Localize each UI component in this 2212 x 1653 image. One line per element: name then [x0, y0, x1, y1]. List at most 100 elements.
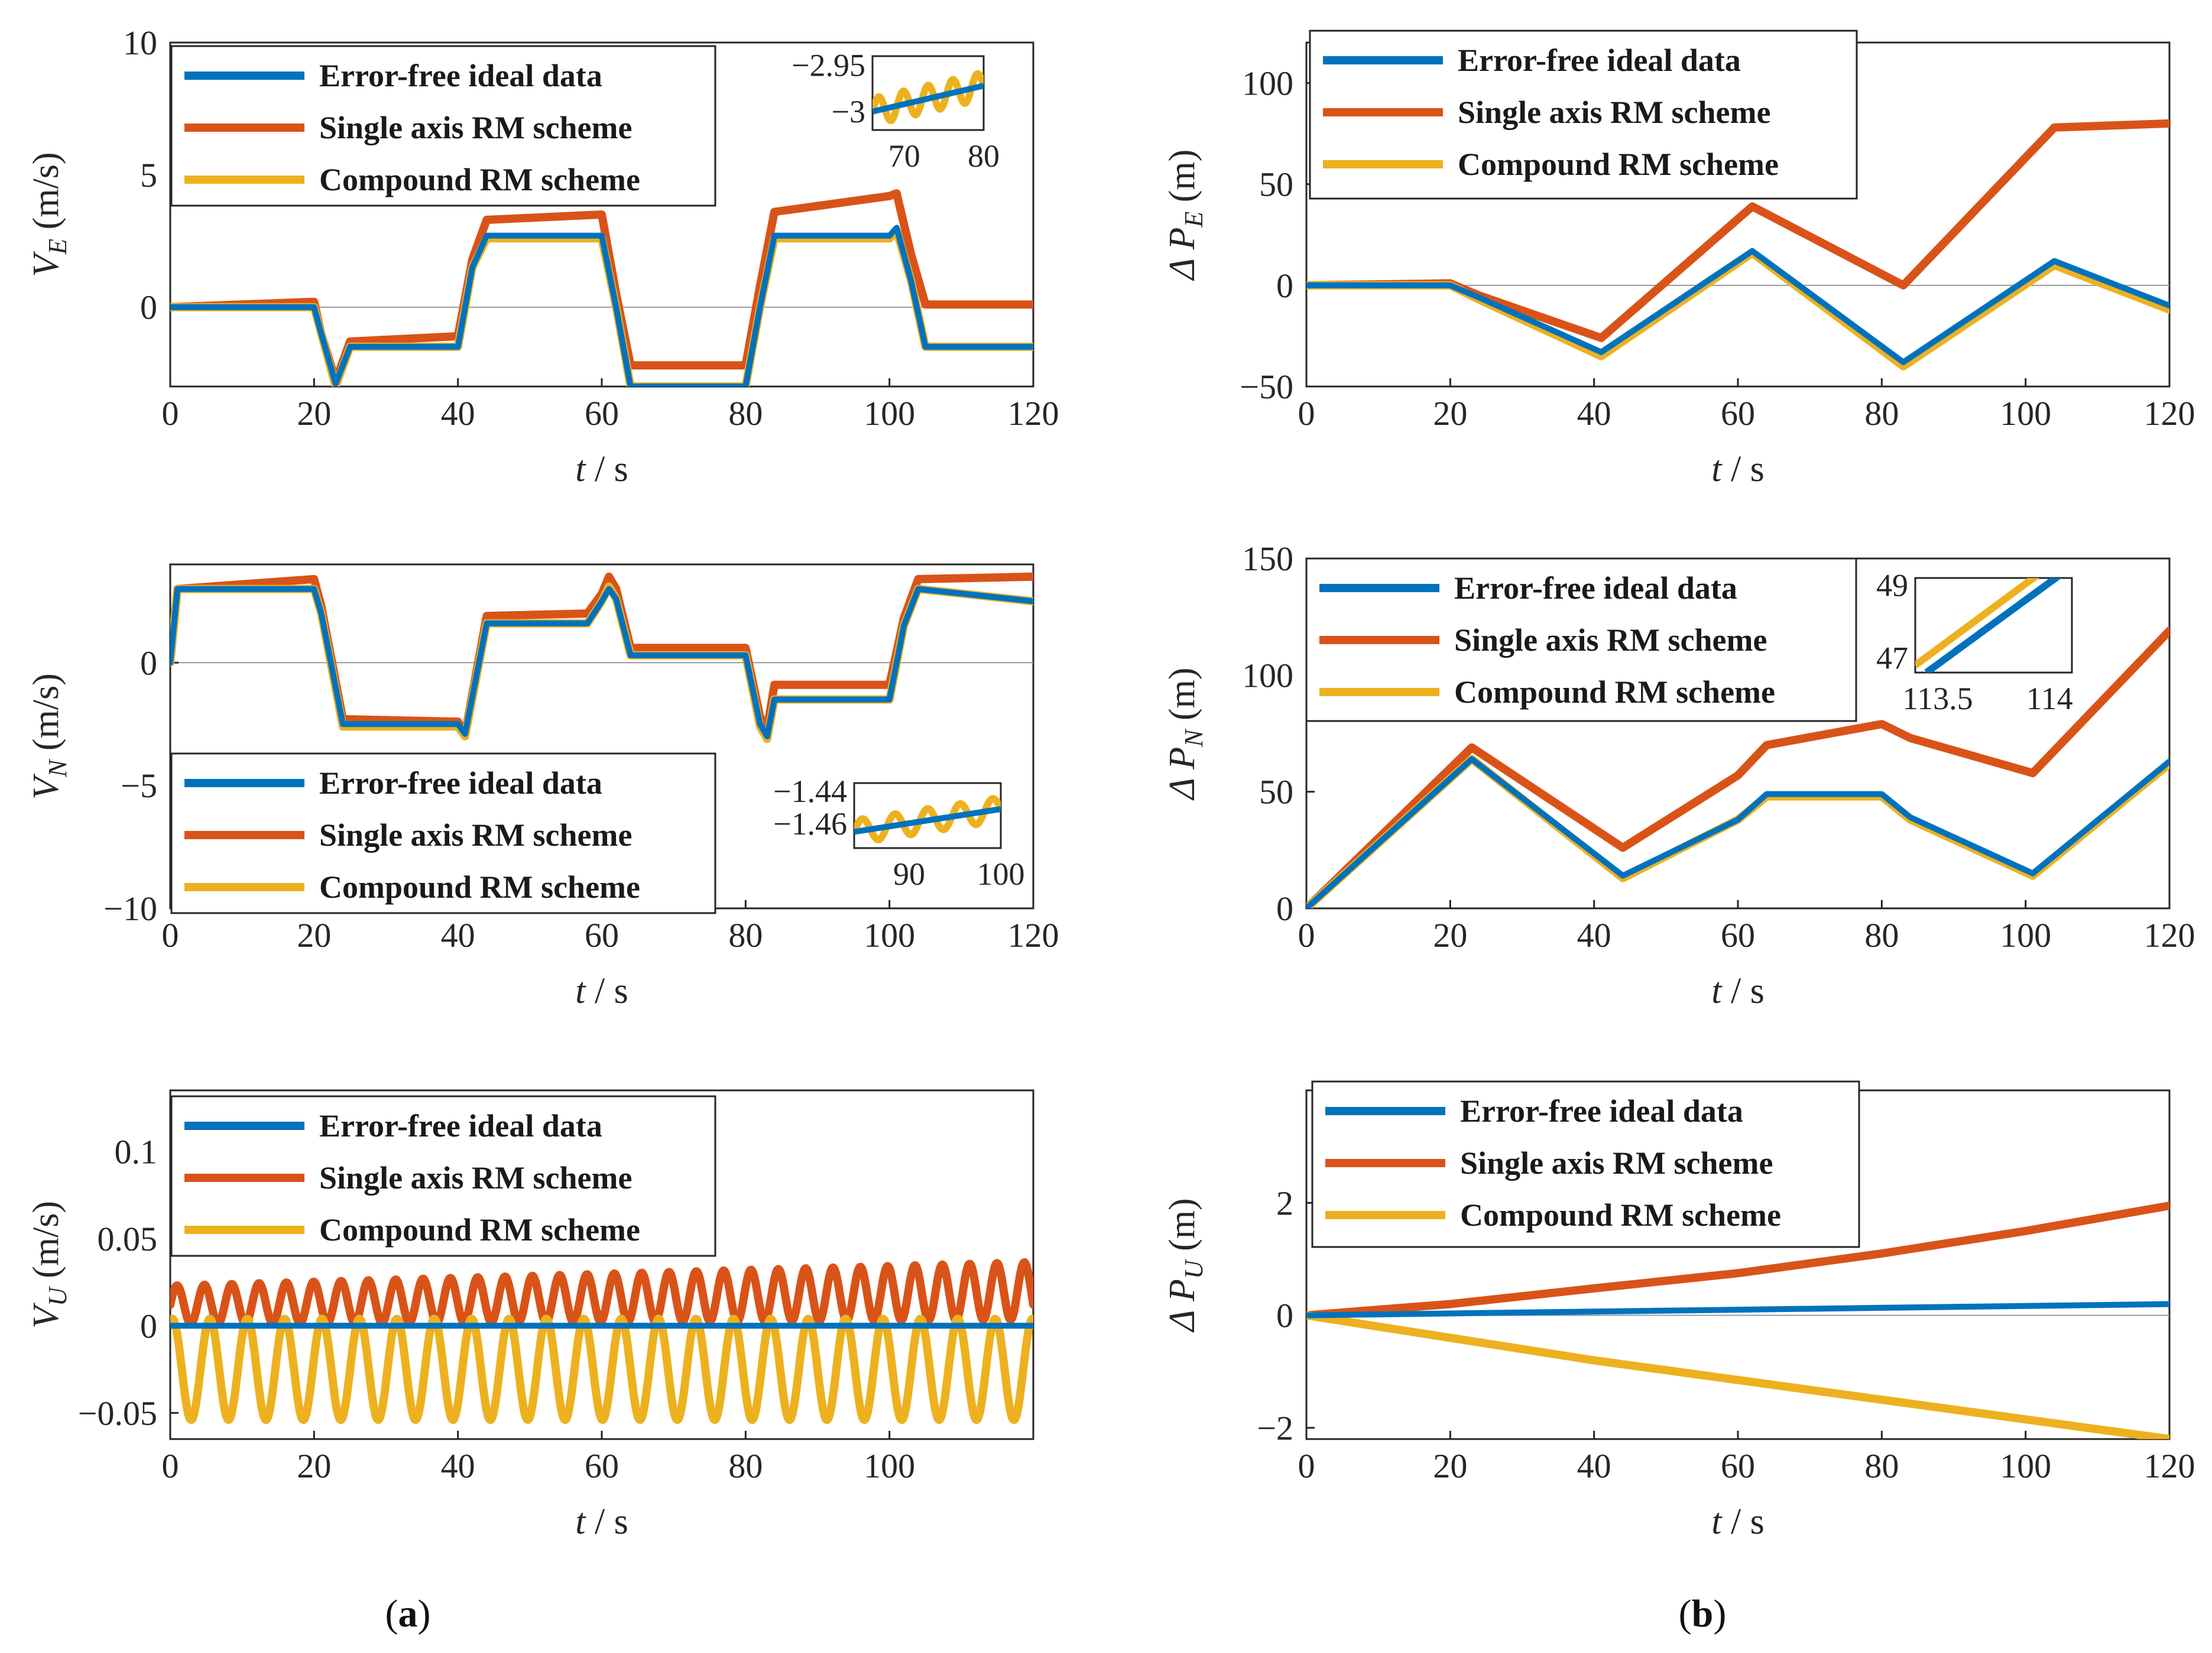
y-tick-label: 0 — [1276, 1297, 1293, 1335]
x-axis-label: t / s — [1711, 449, 1765, 489]
x-tick-label: 60 — [1721, 1447, 1755, 1485]
x-tick-label: 100 — [864, 394, 915, 433]
legend-label: Compound RM scheme — [1454, 674, 1775, 710]
y-axis-label: VN (m/s) — [26, 673, 72, 800]
y-tick-label: 0.1 — [115, 1132, 158, 1171]
x-tick-label: 100 — [2000, 1447, 2051, 1485]
x-tick-label: 20 — [1433, 1447, 1467, 1485]
inset-y-tick-label: −1.46 — [773, 806, 847, 842]
legend-label: Error-free ideal data — [1460, 1093, 1743, 1129]
legend-label: Compound RM scheme — [319, 162, 640, 197]
legend-label: Compound RM scheme — [319, 869, 640, 905]
y-tick-label: −2 — [1257, 1409, 1293, 1447]
y-axis-label: Δ PE (m) — [1162, 150, 1208, 282]
chart-VE: 0 20 40 60 80 100 120 0 5 10 t / s VE (m/s) Error-fr… — [26, 24, 1059, 489]
y-tick-label: −5 — [121, 767, 157, 805]
x-tick-label: 120 — [1008, 394, 1059, 433]
y-tick-label: 100 — [1242, 64, 1293, 102]
caption-a: (a) — [385, 1592, 431, 1635]
legend-label: Error-free ideal data — [1458, 43, 1741, 78]
inset-compound-line — [1915, 578, 2039, 668]
inset-x-tick-label: 113.5 — [1902, 681, 1973, 716]
legend-label: Single axis RM scheme — [319, 110, 632, 145]
x-tick-label: 20 — [297, 916, 331, 954]
inset-x-tick-label: 100 — [977, 856, 1025, 892]
compound-line — [170, 1314, 1033, 1424]
x-tick-label: 100 — [864, 1447, 915, 1485]
chart-VN: 0 20 40 60 80 100 120 −10 −5 0 t / s VN (m/s) Error-… — [26, 563, 1059, 1011]
x-tick-label: 40 — [1577, 394, 1611, 433]
y-tick-label: 10 — [123, 24, 157, 62]
x-tick-label: 20 — [1433, 916, 1467, 954]
single-axis-line — [170, 1258, 1033, 1328]
legend-label: Compound RM scheme — [1458, 147, 1779, 182]
single-axis-line — [1306, 626, 2169, 908]
ideal-line — [1306, 248, 2169, 365]
inset-compound-line — [873, 70, 984, 125]
y-tick-label: −50 — [1240, 368, 1293, 406]
legend-label: Single axis RM scheme — [319, 1160, 632, 1196]
legend-label: Single axis RM scheme — [1460, 1145, 1773, 1181]
ideal-line — [1306, 1301, 2169, 1318]
x-tick-label: 100 — [864, 916, 915, 954]
y-tick-label: −0.05 — [78, 1394, 157, 1433]
y-tick-label: 150 — [1242, 540, 1293, 578]
y-tick-label: 0.05 — [98, 1220, 158, 1258]
x-tick-label: 20 — [297, 394, 331, 433]
legend-label: Error-free ideal data — [1454, 570, 1737, 606]
y-axis-label: VE (m/s) — [26, 152, 72, 277]
x-tick-label: 0 — [1298, 1447, 1315, 1485]
inset-ideal-line — [873, 83, 984, 115]
x-tick-label: 40 — [1577, 916, 1611, 954]
x-tick-label: 60 — [1721, 916, 1755, 954]
series-group — [1306, 119, 2169, 371]
inset: 90 100 −1.44−1.46 — [773, 774, 1024, 892]
x-tick-label: 120 — [2144, 1447, 2195, 1485]
x-axis-label: t / s — [575, 1502, 628, 1542]
series-group — [1306, 1201, 2169, 1439]
legend-label: Single axis RM scheme — [1454, 622, 1767, 658]
legend: Error-free ideal data Single axis RM sche… — [170, 1095, 716, 1257]
caption-b: (b) — [1679, 1592, 1727, 1635]
inset-ideal-line — [1924, 578, 2062, 673]
x-axis-label: t / s — [575, 449, 628, 489]
y-tick-label: 50 — [1259, 773, 1293, 811]
x-tick-label: 0 — [162, 916, 179, 954]
inset-x-tick-label: 90 — [893, 856, 925, 892]
legend: Error-free ideal data Single axis RM sche… — [1311, 1080, 1860, 1248]
x-tick-label: 80 — [1864, 1447, 1899, 1485]
legend: Error-free ideal data Single axis RM sche… — [170, 45, 716, 207]
inset-x-tick-label: 114 — [2026, 681, 2073, 716]
x-tick-label: 60 — [1721, 394, 1755, 433]
x-tick-label: 120 — [1008, 916, 1059, 954]
series-group — [170, 572, 1033, 743]
inset: 113.5 114 49 47 — [1876, 567, 2073, 716]
x-tick-label: 80 — [728, 916, 763, 954]
x-tick-label: 20 — [297, 1447, 331, 1485]
inset-y-tick-label: −3 — [832, 94, 865, 129]
legend-label: Single axis RM scheme — [319, 817, 632, 853]
x-tick-label: 0 — [1298, 916, 1315, 954]
y-tick-label: 0 — [140, 1307, 157, 1345]
legend-label: Error-free ideal data — [319, 765, 602, 801]
x-tick-label: 100 — [2000, 394, 2051, 433]
inset-y-tick-label: −2.95 — [792, 48, 865, 83]
legend-label: Compound RM scheme — [1460, 1197, 1781, 1233]
x-tick-label: 120 — [2144, 394, 2195, 433]
y-tick-label: 0 — [140, 644, 157, 682]
x-tick-label: 0 — [162, 1447, 179, 1485]
legend: Error-free ideal data Single axis RM sche… — [170, 752, 716, 914]
chart-panels: 0 20 40 60 80 100 120 0 5 10 t / s VE (m/s) Error-fr… — [26, 24, 2195, 1542]
x-tick-label: 80 — [1864, 394, 1899, 433]
inset-y-tick-label: 49 — [1876, 567, 1908, 603]
x-tick-label: 80 — [728, 1447, 763, 1485]
legend-label: Single axis RM scheme — [1458, 95, 1770, 130]
legend: Error-free ideal data Single axis RM sche… — [1309, 30, 1858, 200]
legend-label: Error-free ideal data — [319, 58, 602, 93]
inset-x-tick-label: 70 — [888, 138, 920, 174]
y-tick-label: 5 — [140, 156, 157, 194]
x-tick-label: 60 — [585, 1447, 619, 1485]
x-tick-label: 60 — [585, 394, 619, 433]
